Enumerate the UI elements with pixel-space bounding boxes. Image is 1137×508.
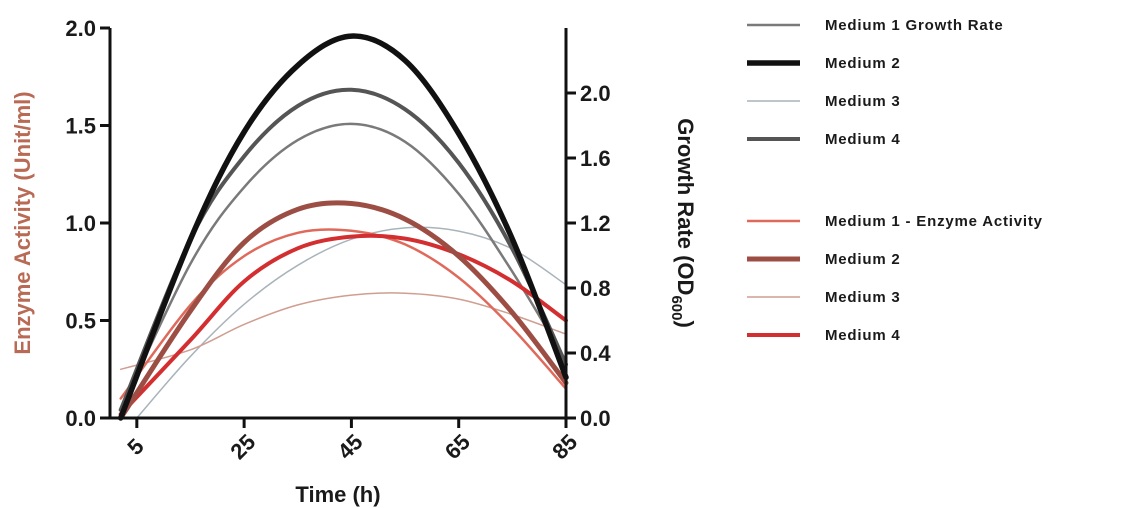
y-right-title-main: Growth Rate (OD xyxy=(673,118,698,295)
left-y-ticks: 0.0 0.5 1.0 1.5 2.0 xyxy=(65,16,110,431)
x-axis-title: Time (h) xyxy=(295,482,380,507)
left-tick-label: 2.0 xyxy=(65,16,96,41)
legend-label: Medium 3 xyxy=(825,289,901,306)
x-tick-label: 45 xyxy=(333,429,368,464)
legend-entry: Medium 3 xyxy=(747,93,901,110)
legend-entry: Medium 2 xyxy=(747,55,901,72)
left-tick-label: 1.5 xyxy=(65,114,96,139)
legend-entry: Medium 4 xyxy=(747,131,901,148)
legend-label: Medium 2 xyxy=(825,55,901,72)
right-y-ticks: 0.0 0.4 0.8 1.2 1.6 2.0 xyxy=(566,81,611,431)
right-tick-label: 0.4 xyxy=(580,341,611,366)
y-left-axis-title: Enzyme Activity (Unit/ml) xyxy=(10,91,35,354)
legend-entry: Medium 1 - Enzyme Activity xyxy=(747,213,1043,230)
legend-entry: Medium 4 xyxy=(747,327,901,344)
legend-entry: Medium 2 xyxy=(747,251,901,268)
series-line-8 xyxy=(118,233,568,417)
right-tick-label: 2.0 xyxy=(580,81,611,106)
series-line-7 xyxy=(119,292,567,371)
y-right-axis-title: Growth Rate (OD600) xyxy=(668,118,698,328)
y-right-title-close: ) xyxy=(673,320,698,327)
legend-label: Medium 1 - Enzyme Activity xyxy=(825,213,1043,230)
legend-label: Medium 1 Growth Rate xyxy=(825,17,1004,34)
series-line-3 xyxy=(136,226,567,419)
x-tick-label: 65 xyxy=(440,429,475,464)
left-tick-label: 0.0 xyxy=(65,406,96,431)
legend-entry: Medium 1 Growth Rate xyxy=(747,17,1004,34)
series-line-5 xyxy=(119,228,568,400)
x-ticks: 5 25 45 65 85 xyxy=(122,418,582,464)
series-line-2 xyxy=(117,33,569,421)
legend-label: Medium 4 xyxy=(825,131,901,148)
plot-lines xyxy=(117,33,569,421)
right-tick-label: 0.8 xyxy=(580,276,611,301)
x-tick-label: 5 xyxy=(122,434,148,460)
right-tick-label: 1.6 xyxy=(580,146,611,171)
legend-label: Medium 2 xyxy=(825,251,901,268)
legend: Medium 1 Growth Rate Medium 2 Medium 3 Medi… xyxy=(747,17,1043,344)
x-tick-label: 25 xyxy=(225,429,260,464)
series-line-1 xyxy=(119,122,568,412)
legend-label: Medium 4 xyxy=(825,327,901,344)
series-line-6 xyxy=(118,200,569,421)
y-right-title-subscript: 600 xyxy=(668,295,685,320)
legend-label: Medium 3 xyxy=(825,93,901,110)
right-tick-label: 0.0 xyxy=(580,406,611,431)
left-tick-label: 1.0 xyxy=(65,211,96,236)
legend-entry: Medium 3 xyxy=(747,289,901,306)
right-tick-label: 1.2 xyxy=(580,211,611,236)
x-tick-label: 85 xyxy=(547,429,582,464)
left-tick-label: 0.5 xyxy=(65,309,96,334)
